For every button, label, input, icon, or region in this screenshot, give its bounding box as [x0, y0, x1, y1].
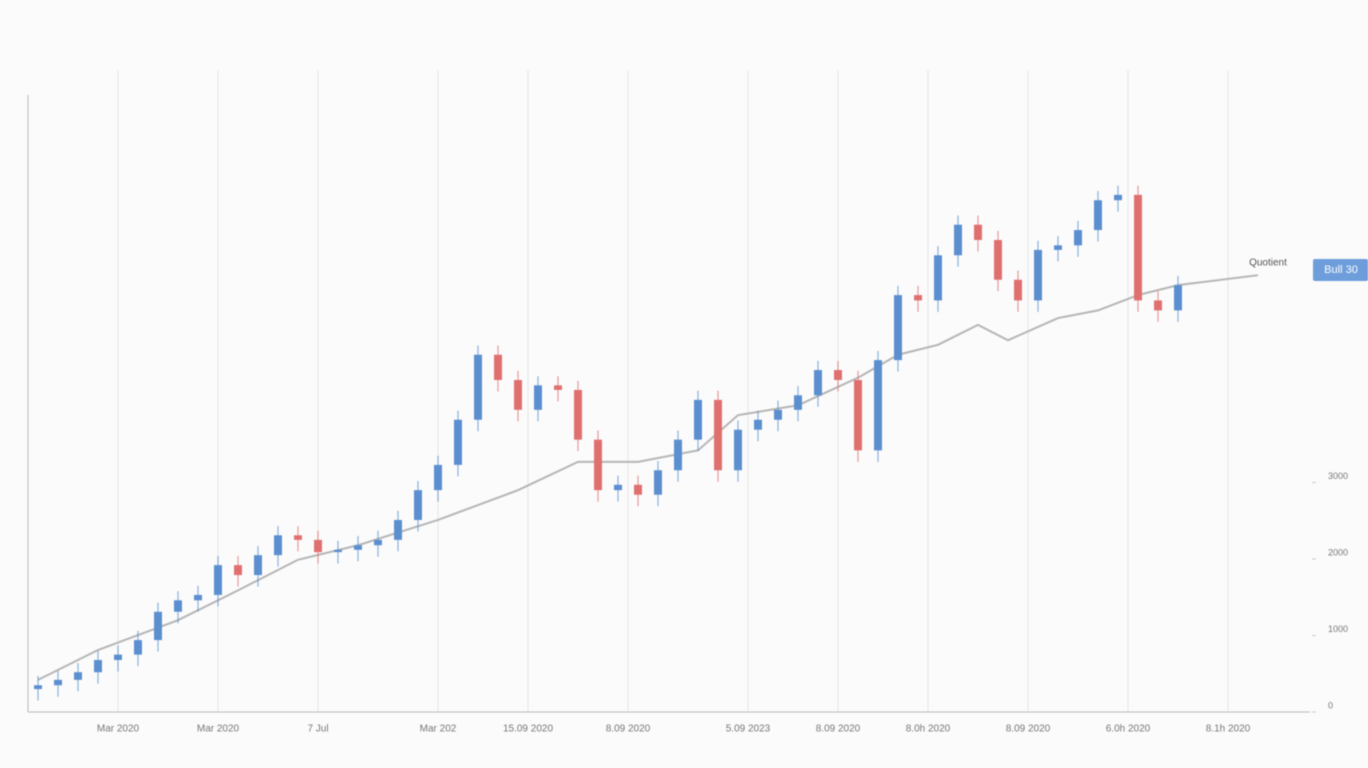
candle-body [474, 354, 482, 420]
y-tick-label: 2000 [1328, 547, 1348, 557]
candle-body [534, 385, 542, 410]
price-tag: Bull 30 [1324, 264, 1358, 276]
candle-body [1074, 230, 1082, 246]
candle-body [454, 419, 462, 465]
candle-body [614, 484, 622, 491]
candle-body [634, 484, 642, 495]
candle-body [874, 360, 882, 451]
candle-body [854, 379, 862, 451]
candle-body [354, 545, 362, 550]
candle-body [434, 464, 442, 491]
x-tick-label: Mar 202 [420, 724, 457, 735]
candle-body [174, 600, 182, 612]
candle-body [154, 611, 162, 641]
candle-body [674, 439, 682, 471]
candle-body [1134, 194, 1142, 301]
candle-body [54, 679, 62, 686]
candle-body [1114, 194, 1122, 201]
candle-body [974, 224, 982, 240]
candle-body [274, 535, 282, 556]
x-tick-label: 8.0h 2020 [906, 724, 951, 735]
x-tick-label: 8.09 2020 [816, 724, 861, 735]
x-tick-label: 6.0h 2020 [1106, 724, 1151, 735]
candle-body [254, 555, 262, 576]
candle-body [914, 295, 922, 301]
candle-body [514, 379, 522, 410]
candle-body [814, 370, 822, 396]
candle-body [934, 255, 942, 301]
x-tick-label: 15.09 2020 [503, 724, 553, 735]
candle-body [494, 354, 502, 380]
annotation: Quotient [1249, 258, 1287, 269]
candle-body [654, 470, 662, 495]
candle-body [1034, 249, 1042, 301]
x-tick-label: 8.1h 2020 [1206, 724, 1251, 735]
candle-body [994, 239, 1002, 280]
candle-body [834, 370, 842, 380]
candle-body [894, 295, 902, 361]
candle-body [74, 672, 82, 680]
x-tick-label: Mar 2020 [97, 724, 140, 735]
candle-body [574, 389, 582, 440]
x-tick-label: 7 Jul [307, 724, 328, 735]
candle-body [554, 385, 562, 390]
x-tick-label: 8.09 2020 [606, 724, 651, 735]
candle-body [794, 395, 802, 410]
candle-body [314, 539, 322, 553]
candle-body [234, 565, 242, 576]
candle-body [194, 594, 202, 601]
price-tag-box [1313, 259, 1368, 281]
candle-body [294, 535, 302, 540]
x-tick-label: 8.09 2020 [1006, 724, 1051, 735]
plot: Mar 2020 Mar 2020 7 Jul Mar 202 15.09 2020 8.… [27, 70, 1348, 735]
candle-body [34, 685, 42, 690]
candle-body [334, 549, 342, 553]
candle-body [774, 409, 782, 420]
candle-body [1174, 285, 1182, 311]
candle-body [394, 519, 402, 540]
candle-body [214, 565, 222, 595]
candle-body [754, 419, 762, 430]
candle-body [114, 654, 122, 660]
candle-body [1154, 300, 1162, 311]
y-tick-label: 0 [1328, 700, 1333, 710]
candle-body [134, 640, 142, 655]
candle-body [1054, 245, 1062, 250]
candle-body [954, 224, 962, 256]
candle-body [374, 539, 382, 546]
candle-body [94, 659, 102, 673]
x-tick-label: Mar 2020 [197, 724, 240, 735]
x-tick-label: 5.09 2023 [726, 724, 771, 735]
y-tick-label: 3000 [1328, 471, 1348, 481]
candle-body [1014, 279, 1022, 301]
moving-average [37, 274, 1259, 681]
candle-body [594, 439, 602, 491]
candle-body [414, 490, 422, 520]
candle-body [734, 429, 742, 471]
candle-body [714, 399, 722, 471]
y-tick-label: 1000 [1328, 624, 1348, 634]
candle-body [694, 399, 702, 440]
candle-body [1094, 200, 1102, 231]
